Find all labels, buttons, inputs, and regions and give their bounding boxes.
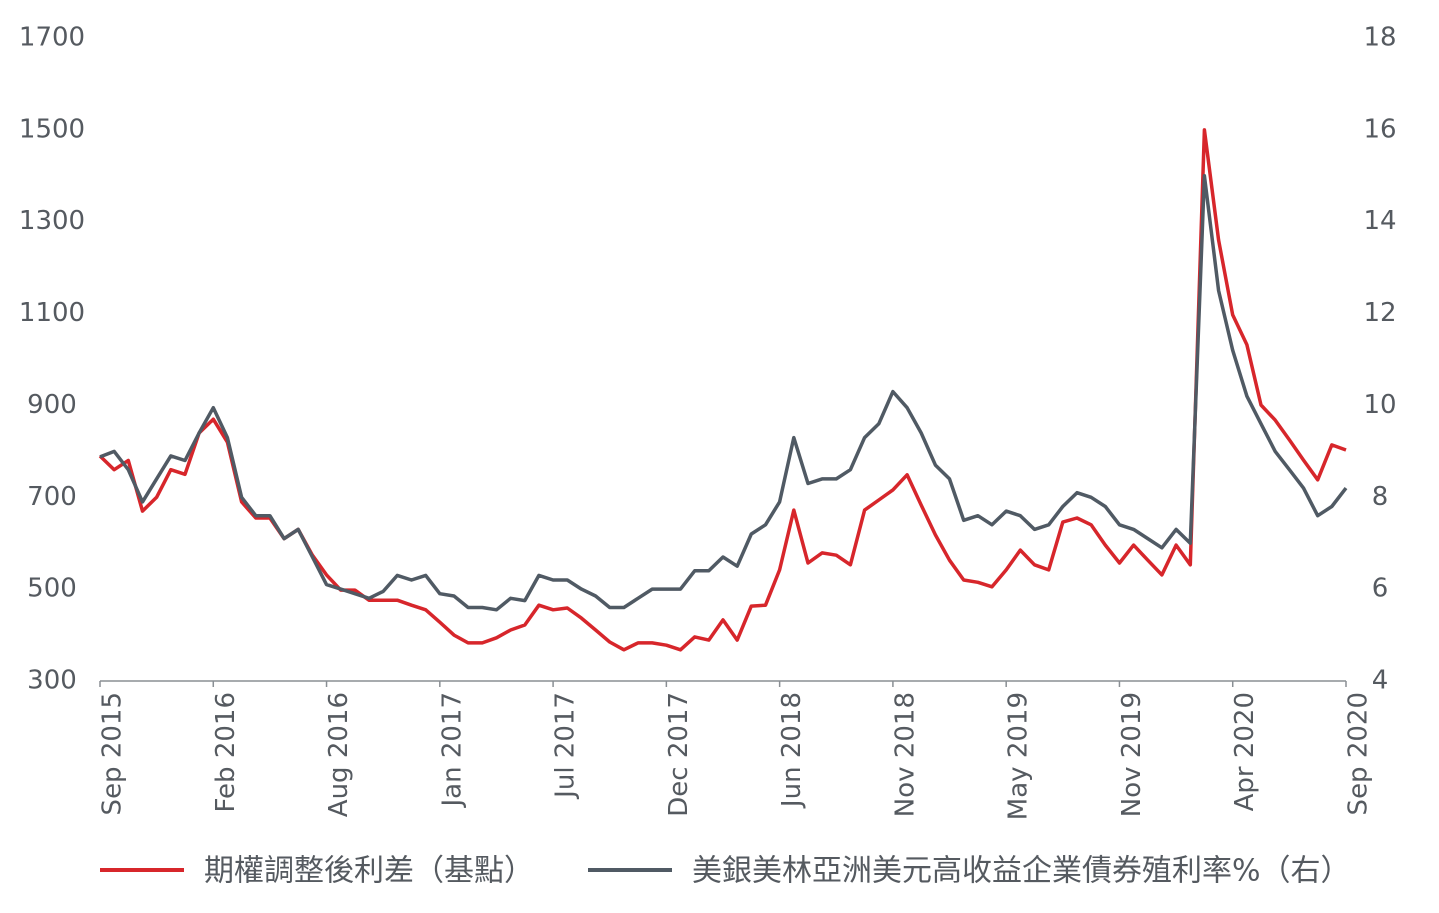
x-tick-label: Nov 2019 [1117,692,1147,817]
y2-tick-label: 10 [1363,390,1396,420]
y-tick-label: 700 [27,482,77,512]
y-tick-label: 900 [27,390,77,420]
x-tick-label: Jul 2017 [551,692,581,800]
x-tick-label: May 2019 [1004,692,1034,820]
y2-tick-label: 8 [1372,482,1389,512]
x-tick-label: Jan 2017 [437,692,467,809]
y-tick-label: 1300 [19,206,85,236]
y2-tick-label: 16 [1363,114,1396,144]
x-tick-label: Jun 2018 [777,692,807,809]
y2-tick-label: 6 [1372,574,1389,604]
x-tick-label: Apr 2020 [1230,692,1260,811]
y-tick-label: 1500 [19,114,85,144]
x-tick-label: Nov 2018 [890,692,920,817]
y2-tick-label: 12 [1363,298,1396,328]
series-line [98,128,1347,652]
x-tick-label: Feb 2016 [211,692,241,812]
y-tick-label: 500 [27,574,77,604]
x-tick-label: Dec 2017 [664,692,694,817]
x-tick-label: Aug 2016 [324,692,354,817]
y2-tick-label: 4 [1372,666,1389,696]
y-tick-label: 300 [27,666,77,696]
y-tick-label: 1100 [19,298,85,328]
legend-label: 期權調整後利差（基點） [204,854,534,889]
x-tick-label: Sep 2020 [1344,692,1374,815]
legend-label: 美銀美林亞洲美元高收益企業債券殖利率%（右） [692,854,1351,889]
y2-tick-label: 18 [1363,23,1396,53]
series-line [99,174,1348,612]
y-tick-label: 1700 [19,23,85,53]
y2-tick-label: 14 [1363,206,1396,236]
x-tick-label: Sep 2015 [98,692,128,815]
